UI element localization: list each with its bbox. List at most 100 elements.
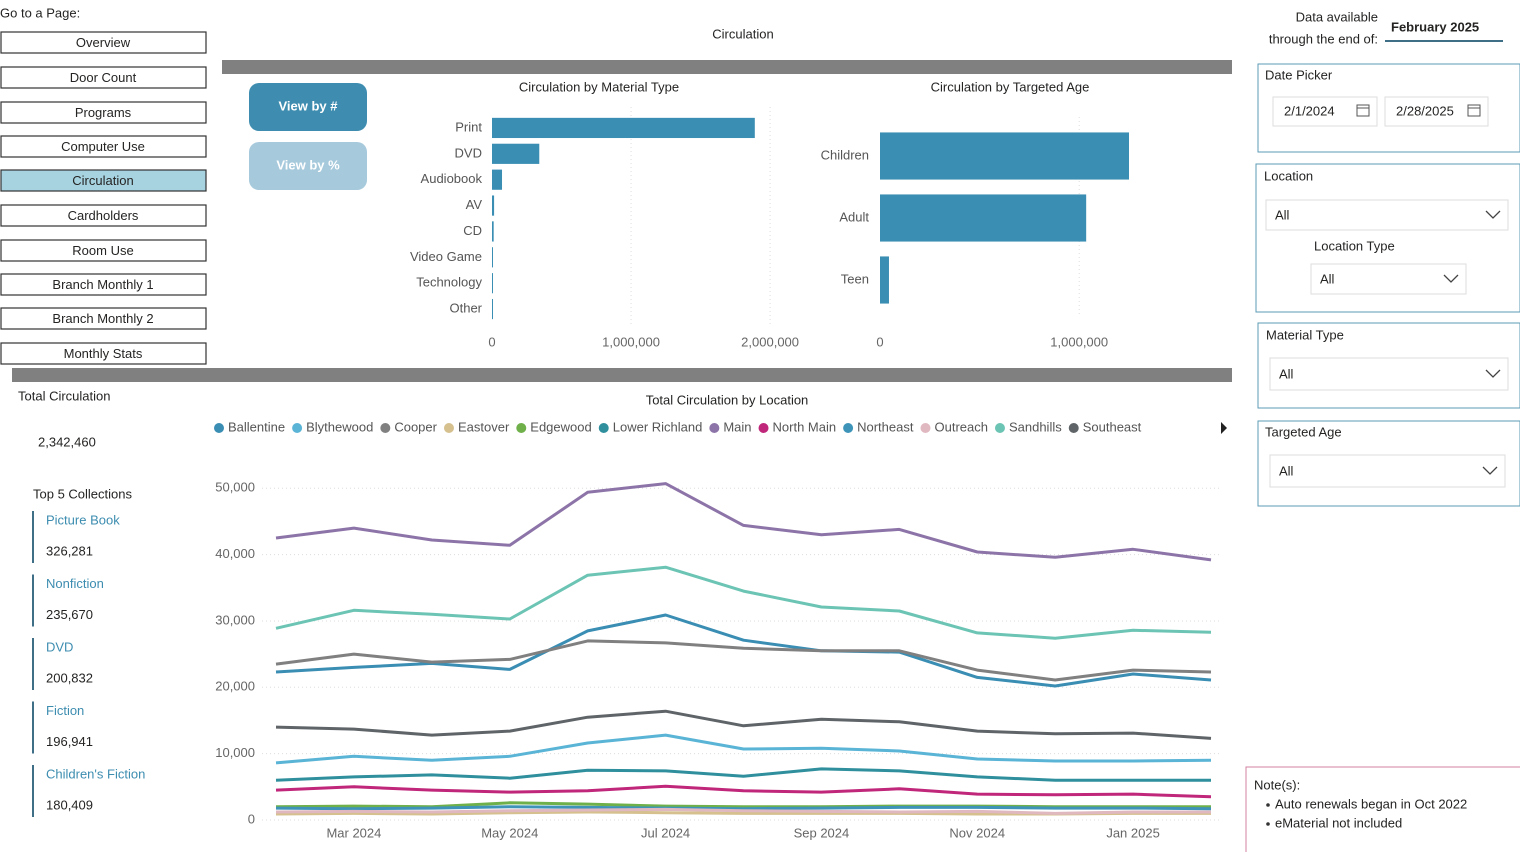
collection-value: 200,832 xyxy=(46,670,93,685)
nav-button[interactable] xyxy=(0,273,207,296)
series-line xyxy=(275,639,1212,682)
nav-button[interactable] xyxy=(0,239,207,262)
toggle-button[interactable] xyxy=(249,83,367,131)
nav-label[interactable]: Circulation xyxy=(72,173,133,188)
calendar-icon xyxy=(1467,104,1481,117)
legend-scroll-arrow[interactable] xyxy=(1221,422,1227,434)
bullet xyxy=(1266,822,1270,826)
panel-title: Material Type xyxy=(1266,327,1344,342)
chevron xyxy=(1443,274,1459,283)
nav-label[interactable]: Monthly Stats xyxy=(64,346,143,361)
series-line xyxy=(275,733,1212,765)
series-line xyxy=(275,805,1212,811)
date-value: 2/1/2024 xyxy=(1284,103,1335,118)
panel-subtitle: Location Type xyxy=(1314,238,1395,253)
dropdown-value: All xyxy=(1320,271,1335,286)
availability-label: Data available xyxy=(1296,9,1378,24)
collection-value: 196,941 xyxy=(46,734,93,749)
bar xyxy=(880,132,1130,180)
bar xyxy=(492,195,495,216)
legend-swatch xyxy=(516,423,527,433)
legend-label: Cooper xyxy=(394,419,437,434)
nav-button[interactable] xyxy=(0,31,207,54)
panel-title: Location xyxy=(1264,168,1313,183)
nav-label[interactable]: Door Count xyxy=(70,70,137,85)
nav-label[interactable]: Branch Monthly 1 xyxy=(52,277,153,292)
chart-title: Circulation by Targeted Age xyxy=(931,79,1090,94)
y-tick-label: Audiobook xyxy=(421,171,483,186)
availability-value: February 2025 xyxy=(1391,19,1479,34)
top-title: Top 5 Collections xyxy=(33,486,132,501)
panel-title: Targeted Age xyxy=(1265,424,1342,439)
bar xyxy=(492,221,494,242)
toggle-button[interactable] xyxy=(249,142,367,190)
x-tick-label: 2,000,000 xyxy=(741,334,799,349)
nav-button[interactable] xyxy=(0,66,207,89)
y-tick-label: Other xyxy=(449,301,482,316)
legend-swatch xyxy=(920,423,931,433)
dropdown-value: All xyxy=(1275,207,1290,222)
legend-label: Northeast xyxy=(857,419,914,434)
y-tick-label: Adult xyxy=(839,209,869,224)
material-dropdown[interactable] xyxy=(1269,357,1509,391)
age-dropdown[interactable] xyxy=(1269,454,1506,488)
legend-swatch xyxy=(598,423,609,433)
bullet xyxy=(1266,803,1270,807)
nav-button[interactable] xyxy=(0,204,207,227)
nav-label[interactable]: Cardholders xyxy=(68,208,139,223)
collection-name: Nonfiction xyxy=(46,576,104,591)
date-input[interactable] xyxy=(1272,96,1378,127)
nav-label[interactable]: Programs xyxy=(75,105,132,120)
location-dropdown[interactable] xyxy=(1265,199,1509,231)
note-item: eMaterial not included xyxy=(1275,815,1402,830)
nav-label[interactable]: Overview xyxy=(76,35,131,50)
collection-value: 235,670 xyxy=(46,607,93,622)
collection-value: 326,281 xyxy=(46,543,93,558)
series-line xyxy=(275,613,1212,688)
bar xyxy=(492,143,540,164)
toggle-label[interactable]: View by % xyxy=(276,157,340,172)
legend-label: Lower Richland xyxy=(613,419,703,434)
y-tick-label: Teen xyxy=(841,271,869,286)
nav-button[interactable] xyxy=(0,307,207,330)
series-line xyxy=(275,709,1212,740)
nav-button[interactable] xyxy=(0,135,207,158)
collection-name: DVD xyxy=(46,639,73,654)
legend-label: Blythewood xyxy=(306,419,373,434)
toggle-label[interactable]: View by # xyxy=(278,98,338,113)
chevron xyxy=(1485,210,1501,219)
legend-swatch xyxy=(214,423,224,433)
collection-name: Picture Book xyxy=(46,512,120,527)
nav-button[interactable] xyxy=(0,101,207,124)
nav-label[interactable]: Branch Monthly 2 xyxy=(52,311,153,326)
nav-label[interactable]: Room Use xyxy=(72,243,133,258)
y-tick-label: 40,000 xyxy=(215,546,255,561)
bar xyxy=(492,117,755,139)
nav-title: Go to a Page: xyxy=(0,5,80,20)
date-value: 2/28/2025 xyxy=(1396,103,1454,118)
nav-button[interactable] xyxy=(0,169,207,192)
legend-swatch xyxy=(443,423,454,433)
series-line xyxy=(275,482,1212,562)
legend-swatch xyxy=(758,423,769,433)
nav-button[interactable] xyxy=(0,342,207,365)
bar xyxy=(492,298,493,320)
x-tick-label: Jul 2024 xyxy=(641,825,690,840)
series-line xyxy=(275,807,1211,815)
legend-label: Sandhills xyxy=(1009,419,1062,434)
date-input[interactable] xyxy=(1384,96,1489,127)
bar xyxy=(492,247,493,268)
dropdown-value: All xyxy=(1279,463,1294,478)
x-tick-label: Sep 2024 xyxy=(794,825,850,840)
y-tick-label: 10,000 xyxy=(215,745,255,760)
location-type-dropdown[interactable] xyxy=(1310,263,1467,295)
x-tick-label: 0 xyxy=(488,334,495,349)
x-tick-label: May 2024 xyxy=(481,825,538,840)
collection-value: 180,409 xyxy=(46,797,93,812)
legend-label: Outreach xyxy=(934,419,987,434)
y-tick-label: Video Game xyxy=(410,249,482,264)
page-title: Circulation xyxy=(712,26,773,41)
collection-name: Fiction xyxy=(46,703,84,718)
nav-label[interactable]: Computer Use xyxy=(61,139,145,154)
